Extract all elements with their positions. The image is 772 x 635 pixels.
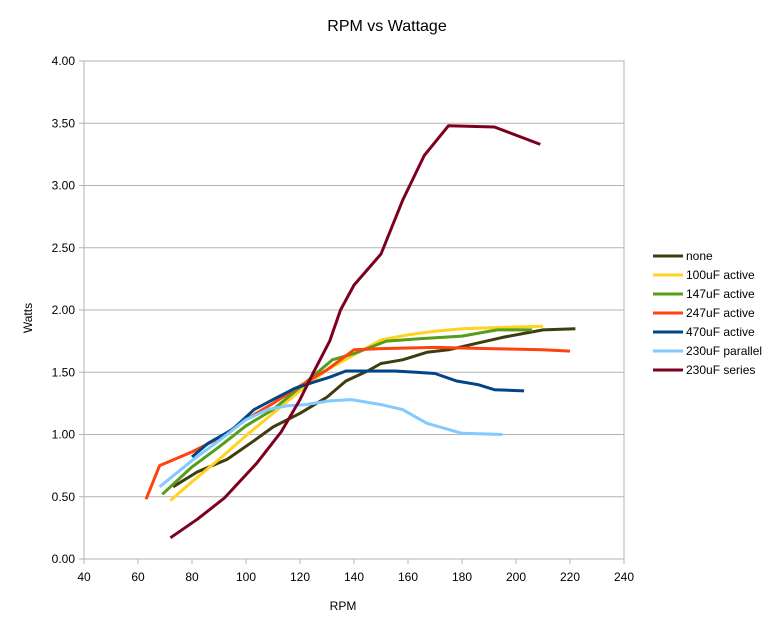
x-axis-ticks: 40 60 80 100 120 140 160 180 200 220 240 xyxy=(77,559,634,584)
legend-label-247uf-active: 247uF active xyxy=(686,306,755,320)
series-line-147uf-active xyxy=(161,328,533,496)
y-axis-label: Watts xyxy=(21,303,35,333)
legend-label-230uf-parallel: 230uF parallel xyxy=(686,344,762,358)
y-tick-label: 2.00 xyxy=(52,303,76,317)
y-tick-label: 0.50 xyxy=(52,490,76,504)
x-tick-label: 180 xyxy=(452,570,472,584)
legend-label-147uf-active: 147uF active xyxy=(686,287,755,301)
x-tick-label: 120 xyxy=(290,570,310,584)
x-tick-label: 140 xyxy=(344,570,364,584)
series-line-230uf-parallel xyxy=(158,398,503,488)
legend-label-100uf-active: 100uF active xyxy=(686,268,755,282)
x-tick-label: 220 xyxy=(560,570,580,584)
x-axis-label: RPM xyxy=(330,599,357,613)
series-line-470uf-active xyxy=(191,369,525,459)
y-tick-label: 1.50 xyxy=(52,365,76,379)
x-tick-label: 60 xyxy=(131,570,145,584)
y-tick-label: 2.50 xyxy=(52,241,76,255)
legend-label-230uf-series: 230uF series xyxy=(686,363,755,377)
series-lines xyxy=(144,124,576,540)
x-tick-label: 80 xyxy=(185,570,199,584)
chart-title: RPM vs Wattage xyxy=(327,18,447,35)
x-tick-label: 160 xyxy=(398,570,418,584)
y-tick-label: 3.50 xyxy=(52,116,76,130)
y-tick-label: 3.00 xyxy=(52,179,76,193)
legend-label-none: none xyxy=(686,249,713,263)
legend: none 100uF active 147uF active 247uF active… xyxy=(653,249,762,377)
y-tick-label: 1.00 xyxy=(52,428,76,442)
x-tick-label: 240 xyxy=(614,570,634,584)
x-tick-label: 40 xyxy=(77,570,91,584)
series-line-247uf-active xyxy=(144,345,571,500)
y-axis-ticks: 0.00 0.50 1.00 1.50 2.00 2.50 3.00 3.50 4.00 xyxy=(52,54,84,566)
legend-label-470uf-active: 470uF active xyxy=(686,325,755,339)
series-line-100uf-active xyxy=(169,324,544,502)
series-line-230uf-series xyxy=(169,124,541,540)
y-tick-label: 0.00 xyxy=(52,552,76,566)
y-tick-label: 4.00 xyxy=(52,54,76,68)
x-tick-label: 200 xyxy=(506,570,526,584)
x-tick-label: 100 xyxy=(236,570,256,584)
